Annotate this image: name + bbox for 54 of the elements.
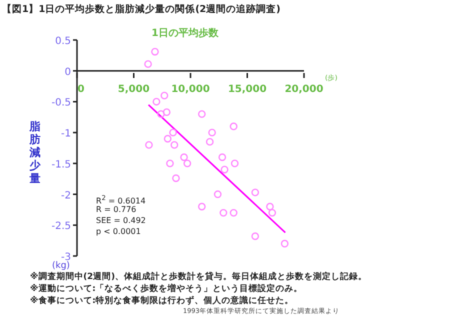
point xyxy=(230,208,238,217)
annotation: SEE = 0.492 xyxy=(96,216,146,226)
point xyxy=(183,160,192,168)
x-tick-label: 10,000 xyxy=(171,84,210,95)
point xyxy=(218,153,226,162)
y-tick-label: -3 xyxy=(61,252,71,263)
y-tick-label: 0 xyxy=(64,66,71,78)
point xyxy=(220,208,228,217)
x-axis-title: 1日の平均歩数 xyxy=(150,26,220,40)
point xyxy=(280,240,289,248)
point xyxy=(198,110,206,118)
x-tick-label: 0 xyxy=(78,84,85,95)
text: ※運動について:「なるべく歩数を増やそう」という目標設定のみ。 xyxy=(30,284,303,294)
annotation: p < 0.0001 xyxy=(96,227,141,237)
annotation: R$^{2}$ = 0.6014 xyxy=(96,194,146,206)
x-tick-label: 5,000 xyxy=(118,84,150,95)
y-tick-label: -1 xyxy=(61,128,71,140)
y-tick-label: -2 xyxy=(61,190,71,202)
text: (kg) xyxy=(52,261,70,272)
text: ※食事について:特別な食事制限は行わず、個人の意識に任せた。 xyxy=(30,296,294,306)
point xyxy=(214,190,222,198)
point xyxy=(160,92,168,100)
point xyxy=(170,141,178,149)
point xyxy=(164,134,172,143)
point xyxy=(206,138,214,146)
y-tick-label: 0.5 xyxy=(55,36,71,47)
point xyxy=(266,202,274,210)
point xyxy=(208,128,216,136)
point xyxy=(162,108,171,116)
point xyxy=(144,60,152,68)
point xyxy=(220,166,228,174)
point xyxy=(172,174,180,182)
point xyxy=(180,153,188,162)
point xyxy=(157,110,165,118)
point xyxy=(251,232,260,240)
point xyxy=(268,208,276,217)
point xyxy=(198,202,206,210)
chart-title: 【図1】1日の平均歩数と脂肪減少量の関係(2週間の追跡調査) xyxy=(2,3,281,16)
point xyxy=(166,160,174,168)
point xyxy=(152,98,160,106)
point xyxy=(230,122,238,130)
y-tick-label: -2.5 xyxy=(51,221,71,232)
point xyxy=(251,188,260,196)
point xyxy=(145,141,153,149)
y-tick-label: -0.5 xyxy=(51,98,71,109)
y-tick-label: -1.5 xyxy=(51,159,71,170)
point xyxy=(230,160,239,168)
x-tick-label: 15,000 xyxy=(228,84,267,95)
point xyxy=(169,128,177,136)
annotation: R = 0.776 xyxy=(96,205,136,215)
text: ※調査期間中(2週間)、体組成計と歩数計を貸与。毎日体組成と歩数を測定し記録。 xyxy=(30,272,367,282)
point xyxy=(151,48,159,56)
x-tick-label: 20,000 xyxy=(284,84,324,95)
y-axis-title: 脂肪減少量 xyxy=(28,120,42,185)
